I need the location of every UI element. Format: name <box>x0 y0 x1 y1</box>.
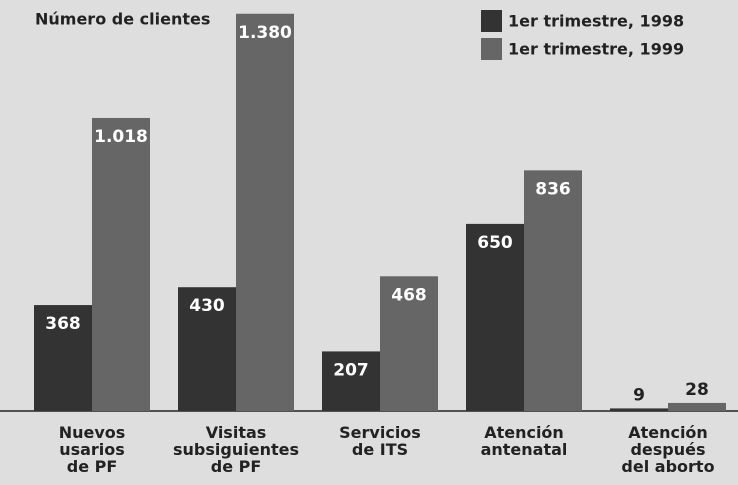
legend-label: 1er trimestre, 1998 <box>508 12 684 31</box>
data-label: 650 <box>477 233 513 253</box>
data-label: 468 <box>391 285 427 305</box>
x-tick-label: Visitas subsiguientes de PF <box>173 423 299 476</box>
x-tick-label: Nuevos usarios de PF <box>58 423 126 476</box>
data-label: 368 <box>45 314 81 334</box>
data-label: 207 <box>333 360 369 380</box>
data-label: 9 <box>633 385 645 405</box>
bar <box>668 402 726 411</box>
x-tick-label: Atención después del aborto <box>621 423 715 476</box>
bar <box>322 351 380 411</box>
data-label: 1.018 <box>94 127 148 147</box>
legend-swatch <box>481 10 502 32</box>
bar <box>466 223 524 411</box>
data-label: 28 <box>685 380 709 400</box>
data-label: 836 <box>535 179 571 199</box>
bar <box>236 13 294 412</box>
data-label: 1.380 <box>238 23 292 43</box>
legend-swatch <box>481 38 502 60</box>
x-tick-label: Servicios de ITS <box>339 423 421 459</box>
bar <box>524 170 582 411</box>
chart-title: Número de clientes <box>35 10 210 29</box>
bar <box>34 305 92 411</box>
bar <box>380 276 438 411</box>
data-label: 430 <box>189 296 225 316</box>
legend-label: 1er trimestre, 1999 <box>508 40 684 59</box>
bar <box>610 408 668 411</box>
bar <box>178 287 236 411</box>
x-tick-label: Atención antenatal <box>480 423 568 459</box>
bar <box>92 117 150 411</box>
